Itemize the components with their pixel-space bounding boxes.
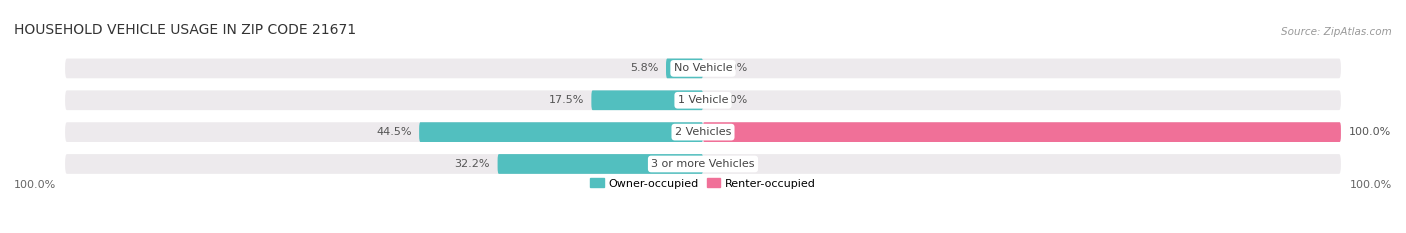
Text: 44.5%: 44.5%: [375, 127, 412, 137]
FancyBboxPatch shape: [65, 154, 1341, 174]
Text: HOUSEHOLD VEHICLE USAGE IN ZIP CODE 21671: HOUSEHOLD VEHICLE USAGE IN ZIP CODE 2167…: [14, 23, 356, 37]
Text: Source: ZipAtlas.com: Source: ZipAtlas.com: [1281, 27, 1392, 37]
Text: 2 Vehicles: 2 Vehicles: [675, 127, 731, 137]
FancyBboxPatch shape: [703, 122, 1341, 142]
Text: 3 or more Vehicles: 3 or more Vehicles: [651, 159, 755, 169]
FancyBboxPatch shape: [592, 90, 703, 110]
Text: No Vehicle: No Vehicle: [673, 63, 733, 73]
Text: 0.0%: 0.0%: [718, 63, 747, 73]
Text: 32.2%: 32.2%: [454, 159, 489, 169]
FancyBboxPatch shape: [419, 122, 703, 142]
Text: 0.0%: 0.0%: [718, 159, 747, 169]
Text: 17.5%: 17.5%: [548, 95, 583, 105]
FancyBboxPatch shape: [498, 154, 703, 174]
Text: 1 Vehicle: 1 Vehicle: [678, 95, 728, 105]
Text: 100.0%: 100.0%: [1348, 127, 1391, 137]
FancyBboxPatch shape: [65, 90, 1341, 110]
Text: 5.8%: 5.8%: [630, 63, 658, 73]
FancyBboxPatch shape: [666, 58, 703, 78]
Legend: Owner-occupied, Renter-occupied: Owner-occupied, Renter-occupied: [591, 178, 815, 189]
Text: 0.0%: 0.0%: [718, 95, 747, 105]
Text: 100.0%: 100.0%: [1350, 180, 1392, 190]
Text: 100.0%: 100.0%: [14, 180, 56, 190]
FancyBboxPatch shape: [65, 122, 1341, 142]
FancyBboxPatch shape: [65, 58, 1341, 78]
